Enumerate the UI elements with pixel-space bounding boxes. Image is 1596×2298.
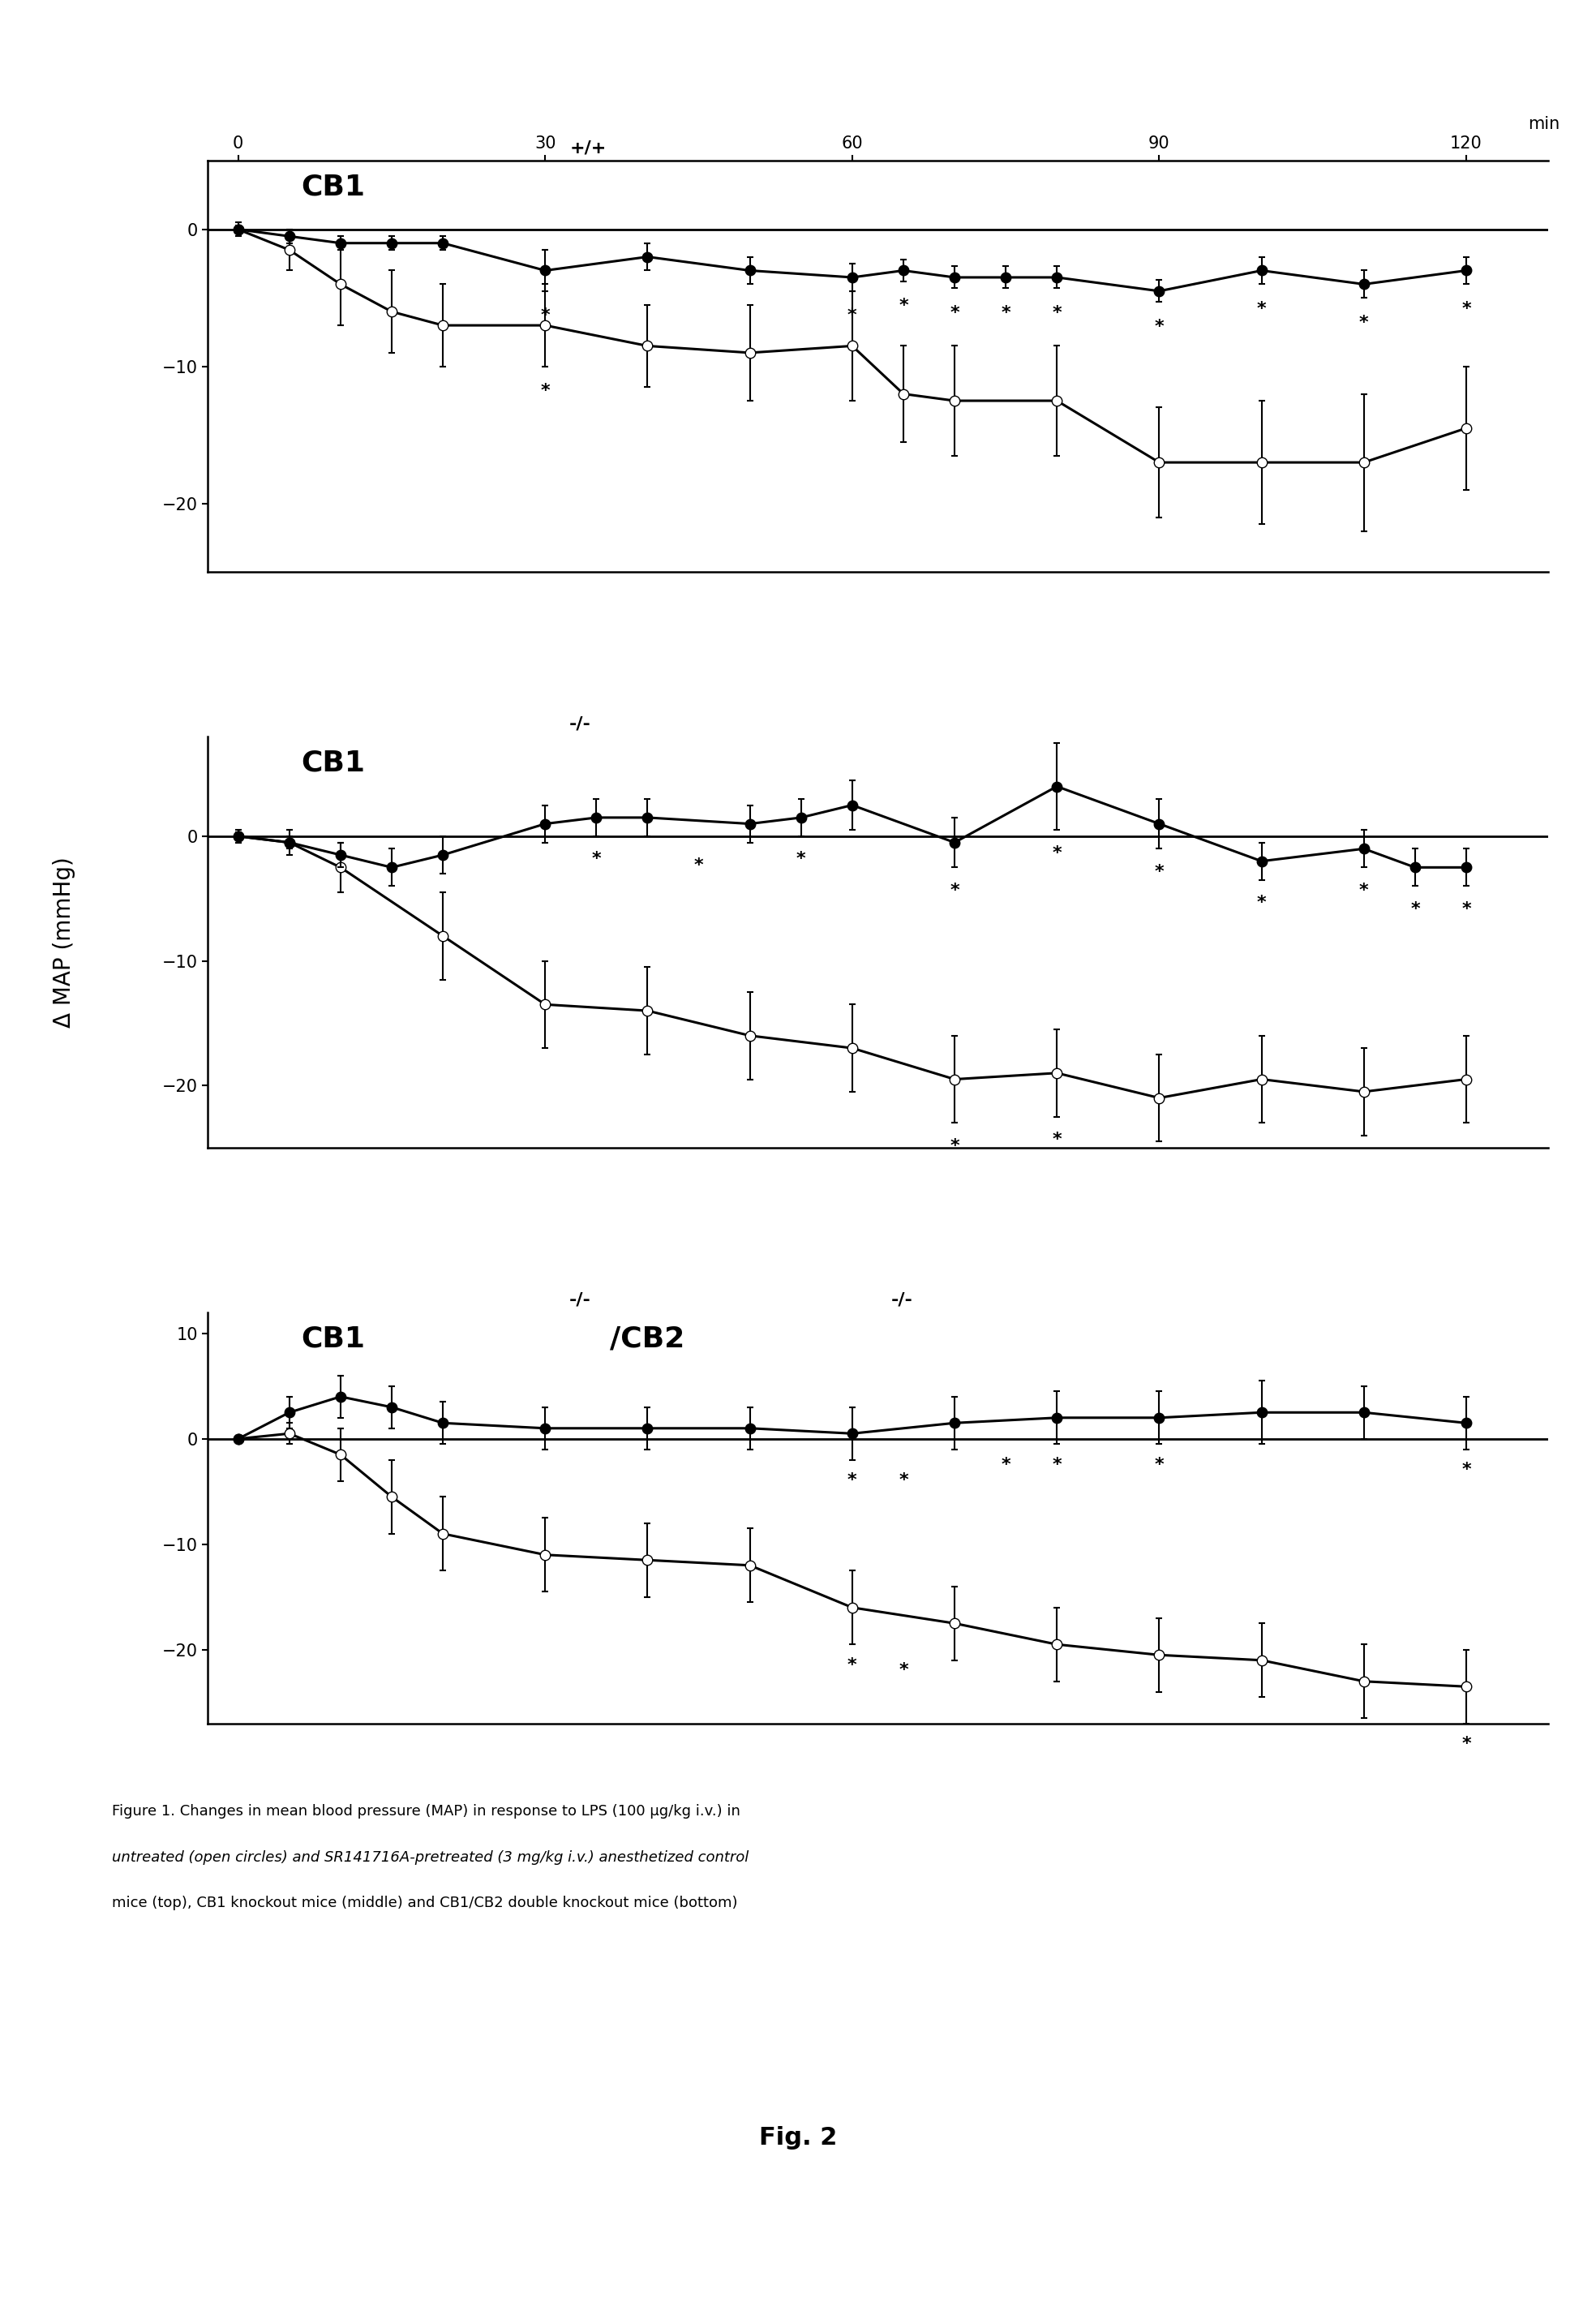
Text: -/-: -/- bbox=[891, 1291, 913, 1308]
Text: *: * bbox=[899, 299, 908, 315]
Text: *: * bbox=[1001, 1457, 1010, 1473]
Text: +/+: +/+ bbox=[570, 140, 606, 156]
Text: *: * bbox=[950, 306, 959, 322]
Text: CB1: CB1 bbox=[302, 172, 365, 200]
Text: CB1: CB1 bbox=[302, 749, 365, 777]
Text: *: * bbox=[1411, 901, 1420, 917]
Text: *: * bbox=[796, 850, 806, 866]
Text: *: * bbox=[1258, 894, 1266, 910]
Text: *: * bbox=[1462, 301, 1472, 317]
Text: *: * bbox=[950, 882, 959, 899]
Text: CB1: CB1 bbox=[302, 1324, 365, 1351]
Text: *: * bbox=[1462, 1737, 1472, 1753]
Text: *: * bbox=[950, 1138, 959, 1154]
Text: /CB2: /CB2 bbox=[610, 1324, 685, 1351]
Text: Figure 1. Changes in mean blood pressure (MAP) in response to LPS (100 μg/kg i.v: Figure 1. Changes in mean blood pressure… bbox=[112, 1804, 741, 1818]
Text: *: * bbox=[1001, 306, 1010, 322]
Text: *: * bbox=[1154, 1457, 1163, 1473]
Text: *: * bbox=[694, 857, 704, 873]
Text: *: * bbox=[899, 1661, 908, 1678]
Text: untreated (open circles) and SR141716A-pretreated (3 mg/kg i.v.) anesthetized co: untreated (open circles) and SR141716A-p… bbox=[112, 1850, 749, 1864]
Text: *: * bbox=[1154, 319, 1163, 336]
Text: *: * bbox=[1258, 301, 1266, 317]
Text: -/-: -/- bbox=[570, 717, 591, 733]
Text: *: * bbox=[847, 1473, 857, 1489]
Text: Fig. 2: Fig. 2 bbox=[760, 2126, 836, 2149]
Text: *: * bbox=[1052, 1457, 1061, 1473]
Text: *: * bbox=[1360, 882, 1369, 899]
Text: -/-: -/- bbox=[570, 1291, 591, 1308]
Text: *: * bbox=[847, 308, 857, 324]
Text: *: * bbox=[541, 384, 551, 400]
Text: mice (top), CB1 knockout mice (middle) and CB1/CB2 double knockout mice (bottom): mice (top), CB1 knockout mice (middle) a… bbox=[112, 1896, 737, 1910]
Text: *: * bbox=[541, 308, 551, 324]
Text: *: * bbox=[1360, 315, 1369, 331]
Text: *: * bbox=[1052, 306, 1061, 322]
Text: min: min bbox=[1527, 115, 1559, 131]
Text: Δ MAP (mmHg): Δ MAP (mmHg) bbox=[53, 857, 75, 1027]
Text: *: * bbox=[847, 1657, 857, 1673]
Text: *: * bbox=[899, 1473, 908, 1489]
Text: *: * bbox=[1462, 901, 1472, 917]
Text: *: * bbox=[1462, 1462, 1472, 1478]
Text: *: * bbox=[592, 850, 602, 866]
Text: *: * bbox=[1052, 846, 1061, 862]
Text: *: * bbox=[1154, 864, 1163, 880]
Text: *: * bbox=[1052, 1131, 1061, 1147]
